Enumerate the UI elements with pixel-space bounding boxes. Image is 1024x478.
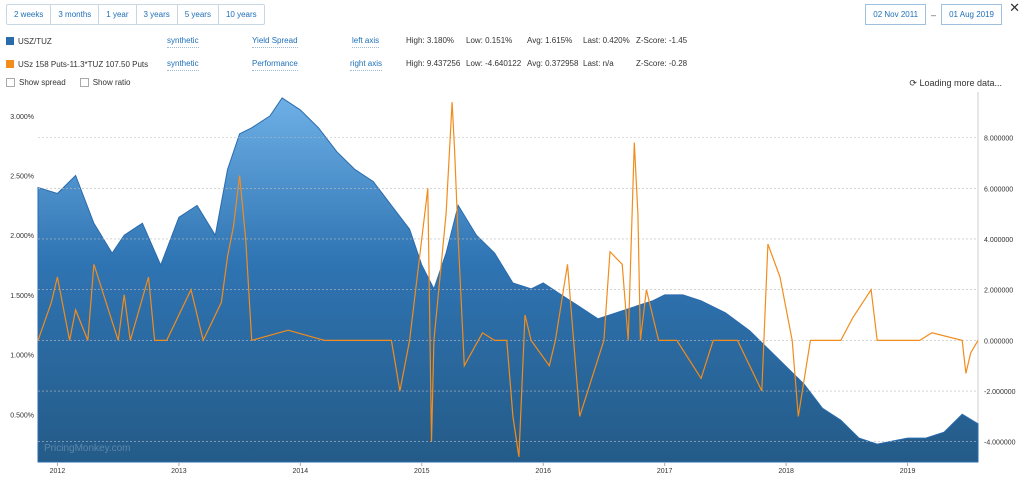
x-tick-label: 2019 bbox=[900, 468, 916, 475]
series-row-spread-details: synthetic Yield Spread left axis High: 3… bbox=[0, 35, 1024, 48]
series-name: USz 158 Puts-11.3*TUZ 107.50 Puts bbox=[18, 59, 149, 69]
right-tick-label: 4.000000 bbox=[984, 237, 1013, 244]
close-icon[interactable]: ✕ bbox=[1009, 0, 1020, 15]
series-row-spread: USZ/TUZ bbox=[6, 35, 52, 47]
range-5-years-button[interactable]: 5 years bbox=[178, 5, 219, 24]
x-tick-label: 2012 bbox=[50, 468, 66, 475]
range-10-years-button[interactable]: 10 years bbox=[225, 10, 257, 19]
left-tick-label: 2.500% bbox=[10, 174, 34, 181]
date-range: 02 Nov 2011 – 01 Aug 2019 bbox=[865, 4, 1002, 25]
stat-last: Last: 0.420% bbox=[583, 36, 630, 45]
right-tick-label: -4.000000 bbox=[984, 440, 1016, 447]
range-1-year-button[interactable]: 1 year bbox=[99, 5, 137, 24]
x-tick-label: 2014 bbox=[293, 468, 309, 475]
loading-text: Loading more data... bbox=[919, 78, 1002, 88]
date-from-input[interactable]: 02 Nov 2011 bbox=[865, 4, 927, 25]
right-tick-label: -2.000000 bbox=[984, 389, 1016, 396]
date-separator: – bbox=[931, 9, 937, 20]
chart-options: Show spread Show ratio bbox=[6, 78, 131, 87]
series-name: USZ/TUZ bbox=[18, 36, 52, 46]
series-axis-link[interactable]: left axis bbox=[352, 35, 380, 48]
show-ratio-checkbox[interactable]: Show ratio bbox=[79, 78, 131, 87]
right-tick-label: 8.000000 bbox=[984, 136, 1013, 143]
x-tick-label: 2016 bbox=[535, 468, 551, 475]
stat-avg: Avg: 1.615% bbox=[527, 36, 573, 45]
range-3-months-button[interactable]: 3 months bbox=[51, 5, 100, 24]
series-spread-area bbox=[37, 97, 979, 463]
x-tick-label: 2015 bbox=[414, 468, 430, 475]
checkbox-box[interactable] bbox=[79, 78, 89, 87]
show-ratio-label: Show ratio bbox=[92, 78, 131, 87]
series-row-perf-details: synthetic Performance right axis High: 9… bbox=[0, 58, 1024, 71]
series-type-link[interactable]: synthetic bbox=[167, 58, 199, 71]
series-perf-line bbox=[37, 102, 979, 457]
checkbox-box[interactable] bbox=[6, 78, 15, 87]
stat-zscore: Z-Score: -0.28 bbox=[636, 59, 688, 68]
x-tick-label: 2018 bbox=[778, 468, 794, 475]
left-tick-label: 1.000% bbox=[10, 353, 34, 360]
range-2-weeks-button[interactable]: 2 weeks bbox=[7, 5, 52, 24]
left-tick-label: 1.500% bbox=[10, 293, 34, 300]
stat-low: Low: 0.151% bbox=[466, 36, 513, 45]
stat-avg: Avg: 0.372958 bbox=[527, 59, 579, 68]
stat-high: High: 9.437256 bbox=[406, 59, 461, 68]
series-mode-link[interactable]: Performance bbox=[252, 58, 298, 71]
right-tick-label: 6.000000 bbox=[984, 186, 1013, 193]
left-tick-label: 2.000% bbox=[10, 233, 34, 240]
x-tick-label: 2013 bbox=[171, 468, 187, 475]
watermark: PricingMonkey.com bbox=[44, 443, 131, 454]
stat-low: Low: -4.640122 bbox=[466, 59, 522, 68]
show-spread-checkbox[interactable]: Show spread bbox=[6, 78, 66, 87]
left-tick-label: 0.500% bbox=[10, 412, 34, 419]
series-row-perf: USz 158 Puts-11.3*TUZ 107.50 Puts bbox=[6, 58, 148, 70]
series-axis-link[interactable]: right axis bbox=[350, 58, 383, 71]
range-selector: 2 weeks 3 months 1 year 3 years 5 years … bbox=[6, 4, 265, 25]
range-3-years-button[interactable]: 3 years bbox=[137, 5, 178, 24]
date-to-input[interactable]: 01 Aug 2019 bbox=[941, 4, 1002, 25]
series-swatch bbox=[6, 60, 14, 68]
spinner-icon: ⟳ bbox=[909, 78, 920, 88]
series-mode-link[interactable]: Yield Spread bbox=[252, 35, 298, 48]
stat-last: Last: n/a bbox=[583, 59, 614, 68]
stat-zscore: Z-Score: -1.45 bbox=[636, 36, 688, 45]
right-tick-label: 0.000000 bbox=[984, 338, 1013, 345]
series-type-link[interactable]: synthetic bbox=[167, 35, 199, 48]
left-tick-label: 3.000% bbox=[10, 114, 34, 121]
right-tick-label: 2.000000 bbox=[984, 288, 1013, 295]
stat-high: High: 3.180% bbox=[406, 36, 455, 45]
x-tick-label: 2017 bbox=[657, 468, 673, 475]
show-spread-label: Show spread bbox=[19, 78, 66, 87]
series-swatch bbox=[6, 37, 14, 45]
loading-indicator: ⟳ Loading more data... bbox=[909, 78, 1002, 89]
